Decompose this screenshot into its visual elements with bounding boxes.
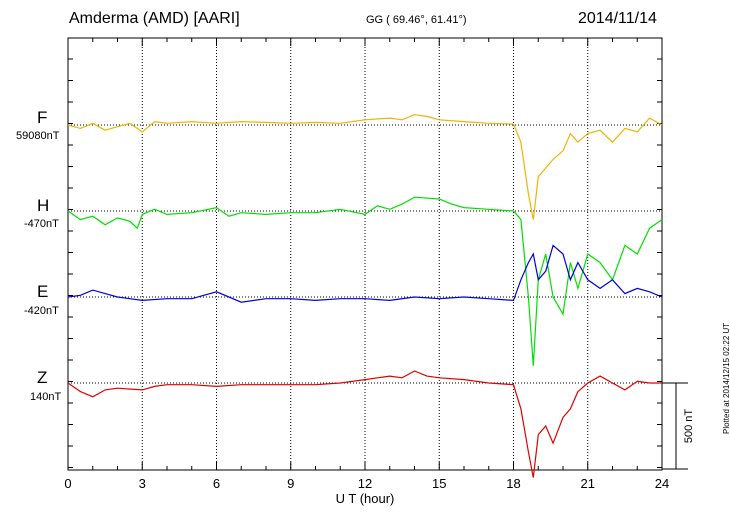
- baseline-label-f: 59080nT: [16, 130, 60, 142]
- chart-date: 2014/11/14: [578, 10, 657, 27]
- x-tick-label-12: 12: [358, 476, 372, 491]
- station-title: Amderma (AMD) [AARI]: [69, 10, 240, 27]
- x-tick-label-21: 21: [581, 476, 595, 491]
- x-tick-label-6: 6: [213, 476, 220, 491]
- series-line-e: [67, 244, 663, 303]
- series-label-h: H: [37, 196, 50, 215]
- series-label-f: F: [37, 108, 48, 127]
- baseline-label-z: 140nT: [30, 391, 62, 403]
- x-tick-label-3: 3: [139, 476, 146, 491]
- x-axis-label: U T (hour): [336, 491, 395, 506]
- series-label-e: E: [37, 282, 49, 301]
- x-tick-label-24: 24: [655, 476, 669, 491]
- baseline-label-h: -470nT: [24, 218, 59, 230]
- x-tick-label-9: 9: [287, 476, 294, 491]
- series-label-z: Z: [37, 368, 48, 387]
- series-line-h: [67, 196, 663, 366]
- x-tick-label-0: 0: [64, 476, 71, 491]
- series-line-z: [67, 370, 662, 478]
- geographic-coordinates: GG ( 69.46°, 61.41°): [366, 14, 467, 26]
- baseline-label-e: -420nT: [24, 305, 59, 317]
- x-tick-label-15: 15: [432, 476, 446, 491]
- series-line-f: [67, 114, 663, 220]
- scale-bar-label: 500 nT: [683, 409, 695, 444]
- x-tick-label-18: 18: [506, 476, 520, 491]
